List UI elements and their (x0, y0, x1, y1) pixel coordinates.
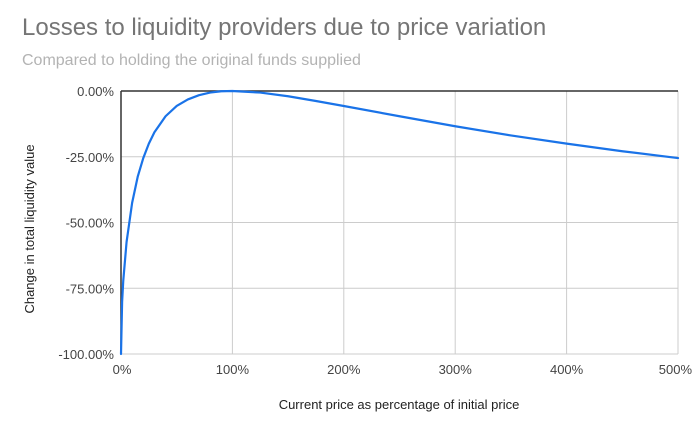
x-tick-label: 100% (216, 362, 250, 377)
x-tick-label: 500% (659, 362, 693, 377)
x-axis-title: Current price as percentage of initial p… (279, 397, 520, 412)
y-axis-title: Change in total liquidity value (22, 144, 37, 313)
chart-title: Losses to liquidity providers due to pri… (22, 14, 547, 41)
y-tick-label: -50.00% (66, 216, 115, 231)
grid-lines (121, 91, 679, 355)
y-tick-label: -25.00% (66, 150, 115, 165)
tick-labels: 0.00% -25.00% -50.00% -75.00% -100.00%0% 100%… (58, 84, 692, 377)
x-tick-label: 400% (550, 362, 584, 377)
x-tick-label: 300% (439, 362, 473, 377)
series-line (119, 89, 680, 356)
y-tick-label: -75.00% (66, 281, 115, 296)
y-tick-label: 0.00% (77, 84, 114, 99)
x-tick-label: 0% (113, 362, 132, 377)
series-layer (119, 89, 680, 356)
x-tick-label: 200% (327, 362, 361, 377)
y-tick-label: -100.00% (58, 347, 114, 362)
chart-subtitle: Compared to holding the original funds s… (22, 52, 361, 69)
